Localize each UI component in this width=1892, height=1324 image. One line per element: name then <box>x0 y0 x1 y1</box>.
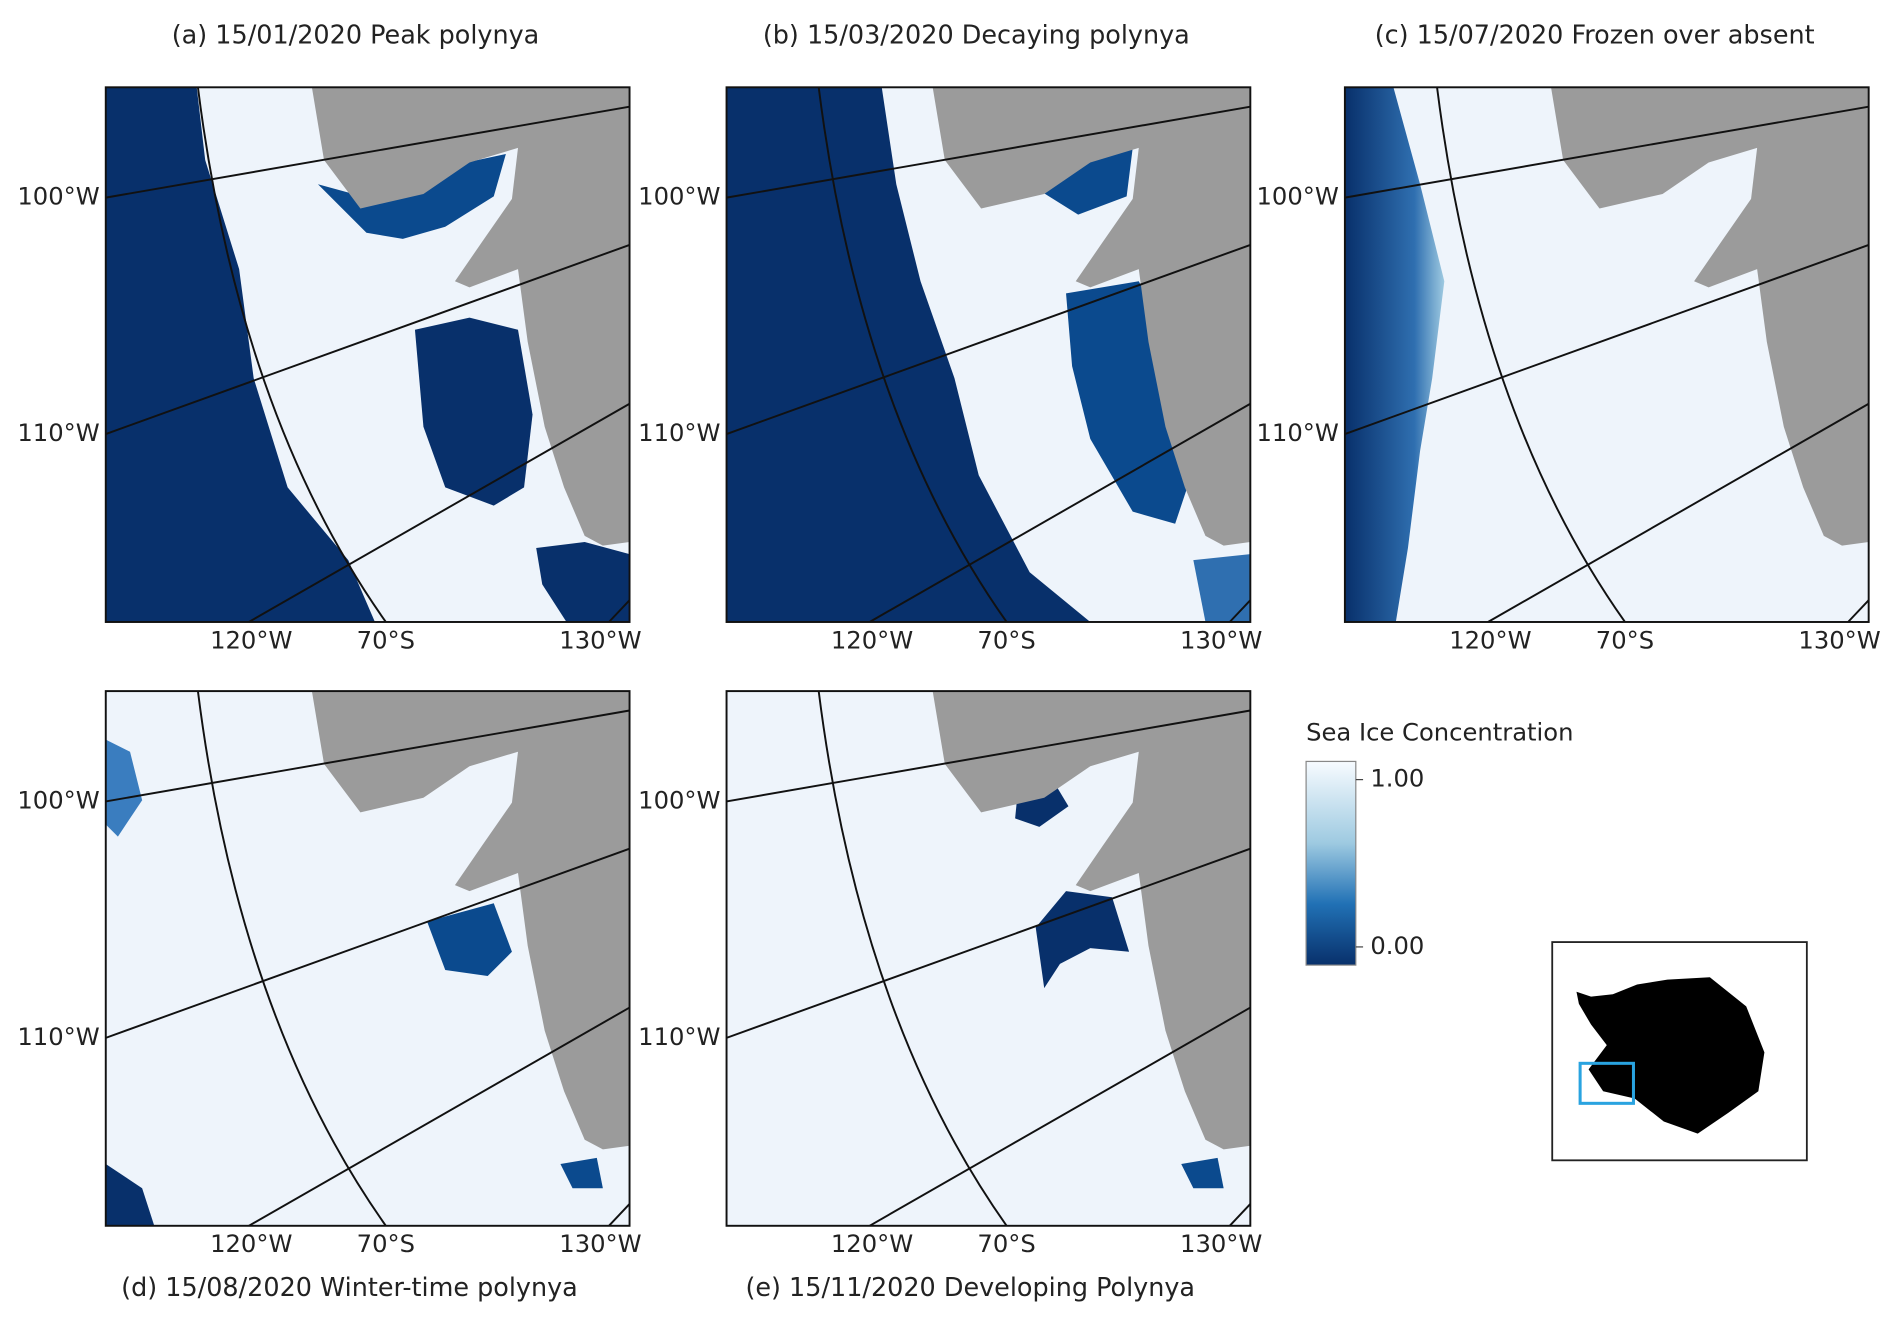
panel-frame <box>104 86 631 623</box>
graticule <box>1229 599 1252 623</box>
open-water <box>427 903 512 977</box>
open-water <box>1181 1157 1224 1189</box>
lat-lon-label: 70°S <box>357 1229 415 1258</box>
lat-lon-label: 130°W <box>559 625 641 654</box>
land <box>932 691 1251 1150</box>
land <box>311 87 630 546</box>
lat-lon-label: 100°W <box>17 785 99 814</box>
panel-title: (a) 15/01/2020 Peak polynya <box>172 20 540 50</box>
land <box>932 87 1251 546</box>
study-area-box <box>1578 1061 1635 1105</box>
panel-frame <box>725 690 1252 1227</box>
panel-title: (e) 15/11/2020 Developing Polynya <box>745 1273 1195 1303</box>
graticule <box>1344 244 1870 435</box>
map-panel: 100°W 110°W 120°W 70°S 130°W <box>17 690 642 1258</box>
graticule <box>105 709 630 803</box>
lat-lon-label: 120°W <box>831 625 913 654</box>
colorbar-tick-label: 1.00 <box>1370 764 1424 793</box>
panel-frame <box>1343 86 1870 623</box>
lat-lon-label: 70°S <box>977 1229 1035 1258</box>
lat-lon-label: 70°S <box>1596 625 1654 654</box>
lat-lon-label: 120°W <box>831 1229 913 1258</box>
graticule <box>726 709 1251 803</box>
graticule <box>105 105 630 199</box>
panel-frame <box>104 690 631 1227</box>
panel-frame <box>725 86 1252 623</box>
graticule <box>1436 87 1626 623</box>
graticule <box>869 1006 1251 1227</box>
map-panel: 100°W 110°W 120°W 70°S 130°W <box>638 690 1262 1258</box>
graticule <box>1229 1203 1252 1227</box>
lat-lon-label: 110°W <box>1256 418 1338 447</box>
panel-title: (b) 15/03/2020 Decaying polynya <box>763 20 1190 50</box>
open-water <box>560 1157 603 1189</box>
map-panel: 100°W 110°W 120°W 70°S 130°W <box>1256 86 1881 654</box>
inset-map <box>1551 941 1808 1162</box>
open-water <box>105 739 143 837</box>
lat-lon-label: 110°W <box>638 1022 720 1051</box>
lat-lon-label: 130°W <box>1180 625 1262 654</box>
map-panel: 100°W 110°W 120°W 70°S 130°W <box>17 86 642 654</box>
open-water <box>1035 891 1130 989</box>
lat-lon-label: 100°W <box>638 785 720 814</box>
graticule <box>248 402 631 623</box>
panel-title: (c) 15/07/2020 Frozen over absent <box>1375 20 1815 50</box>
graticule <box>726 244 1251 435</box>
lat-lon-label: 120°W <box>1449 625 1531 654</box>
graticule <box>105 847 630 1039</box>
graticule <box>1847 599 1870 623</box>
panel-title: (d) 15/08/2020 Winter-time polynya <box>121 1273 578 1303</box>
open-water <box>1029 147 1133 215</box>
map-panel: 100°W 110°W 120°W 70°S 130°W <box>638 86 1262 654</box>
land <box>1551 87 1869 546</box>
colorbar <box>1305 760 1357 966</box>
land <box>311 691 630 1150</box>
graticule <box>248 1006 631 1227</box>
lat-lon-label: 110°W <box>17 418 99 447</box>
graticule <box>817 87 1008 623</box>
open-water <box>536 541 630 622</box>
graticule <box>1487 402 1870 623</box>
colorbar-title: Sea Ice Concentration <box>1306 718 1573 747</box>
lat-lon-label: 100°W <box>17 182 99 211</box>
antarctica <box>1576 977 1765 1134</box>
open-water <box>1193 554 1251 622</box>
lat-lon-label: 130°W <box>559 1229 641 1258</box>
map-panels: 100°W 110°W 120°W 70°S 130°W (a) 15/01/2020 P… <box>17 20 1880 1302</box>
open-water <box>414 317 533 506</box>
lat-lon-label: 100°W <box>638 182 720 211</box>
graticule <box>726 847 1251 1039</box>
open-water <box>1344 87 1445 622</box>
graticule <box>196 87 387 623</box>
open-water <box>726 87 1091 622</box>
lat-lon-label: 120°W <box>210 625 292 654</box>
lat-lon-label: 130°W <box>1180 1229 1262 1258</box>
graticule <box>196 690 387 1227</box>
colorbar-tick-label: 0.00 <box>1370 931 1424 960</box>
open-water <box>105 87 375 622</box>
open-water <box>105 1163 155 1226</box>
lat-lon-label: 110°W <box>17 1022 99 1051</box>
graticule <box>608 1203 631 1227</box>
graticule <box>726 105 1251 199</box>
lat-lon-label: 100°W <box>1256 182 1338 211</box>
lat-lon-label: 70°S <box>977 625 1035 654</box>
graticule <box>608 599 631 623</box>
lat-lon-label: 120°W <box>210 1229 292 1258</box>
lat-lon-label: 70°S <box>357 625 415 654</box>
graticule <box>1344 105 1869 199</box>
lat-lon-label: 110°W <box>638 418 720 447</box>
graticule <box>105 244 630 435</box>
graticule <box>869 402 1251 623</box>
graticule <box>817 690 1008 1227</box>
colorbar-ticks: 1.00 0.00 <box>1355 764 1424 960</box>
lat-lon-label: 130°W <box>1798 625 1880 654</box>
